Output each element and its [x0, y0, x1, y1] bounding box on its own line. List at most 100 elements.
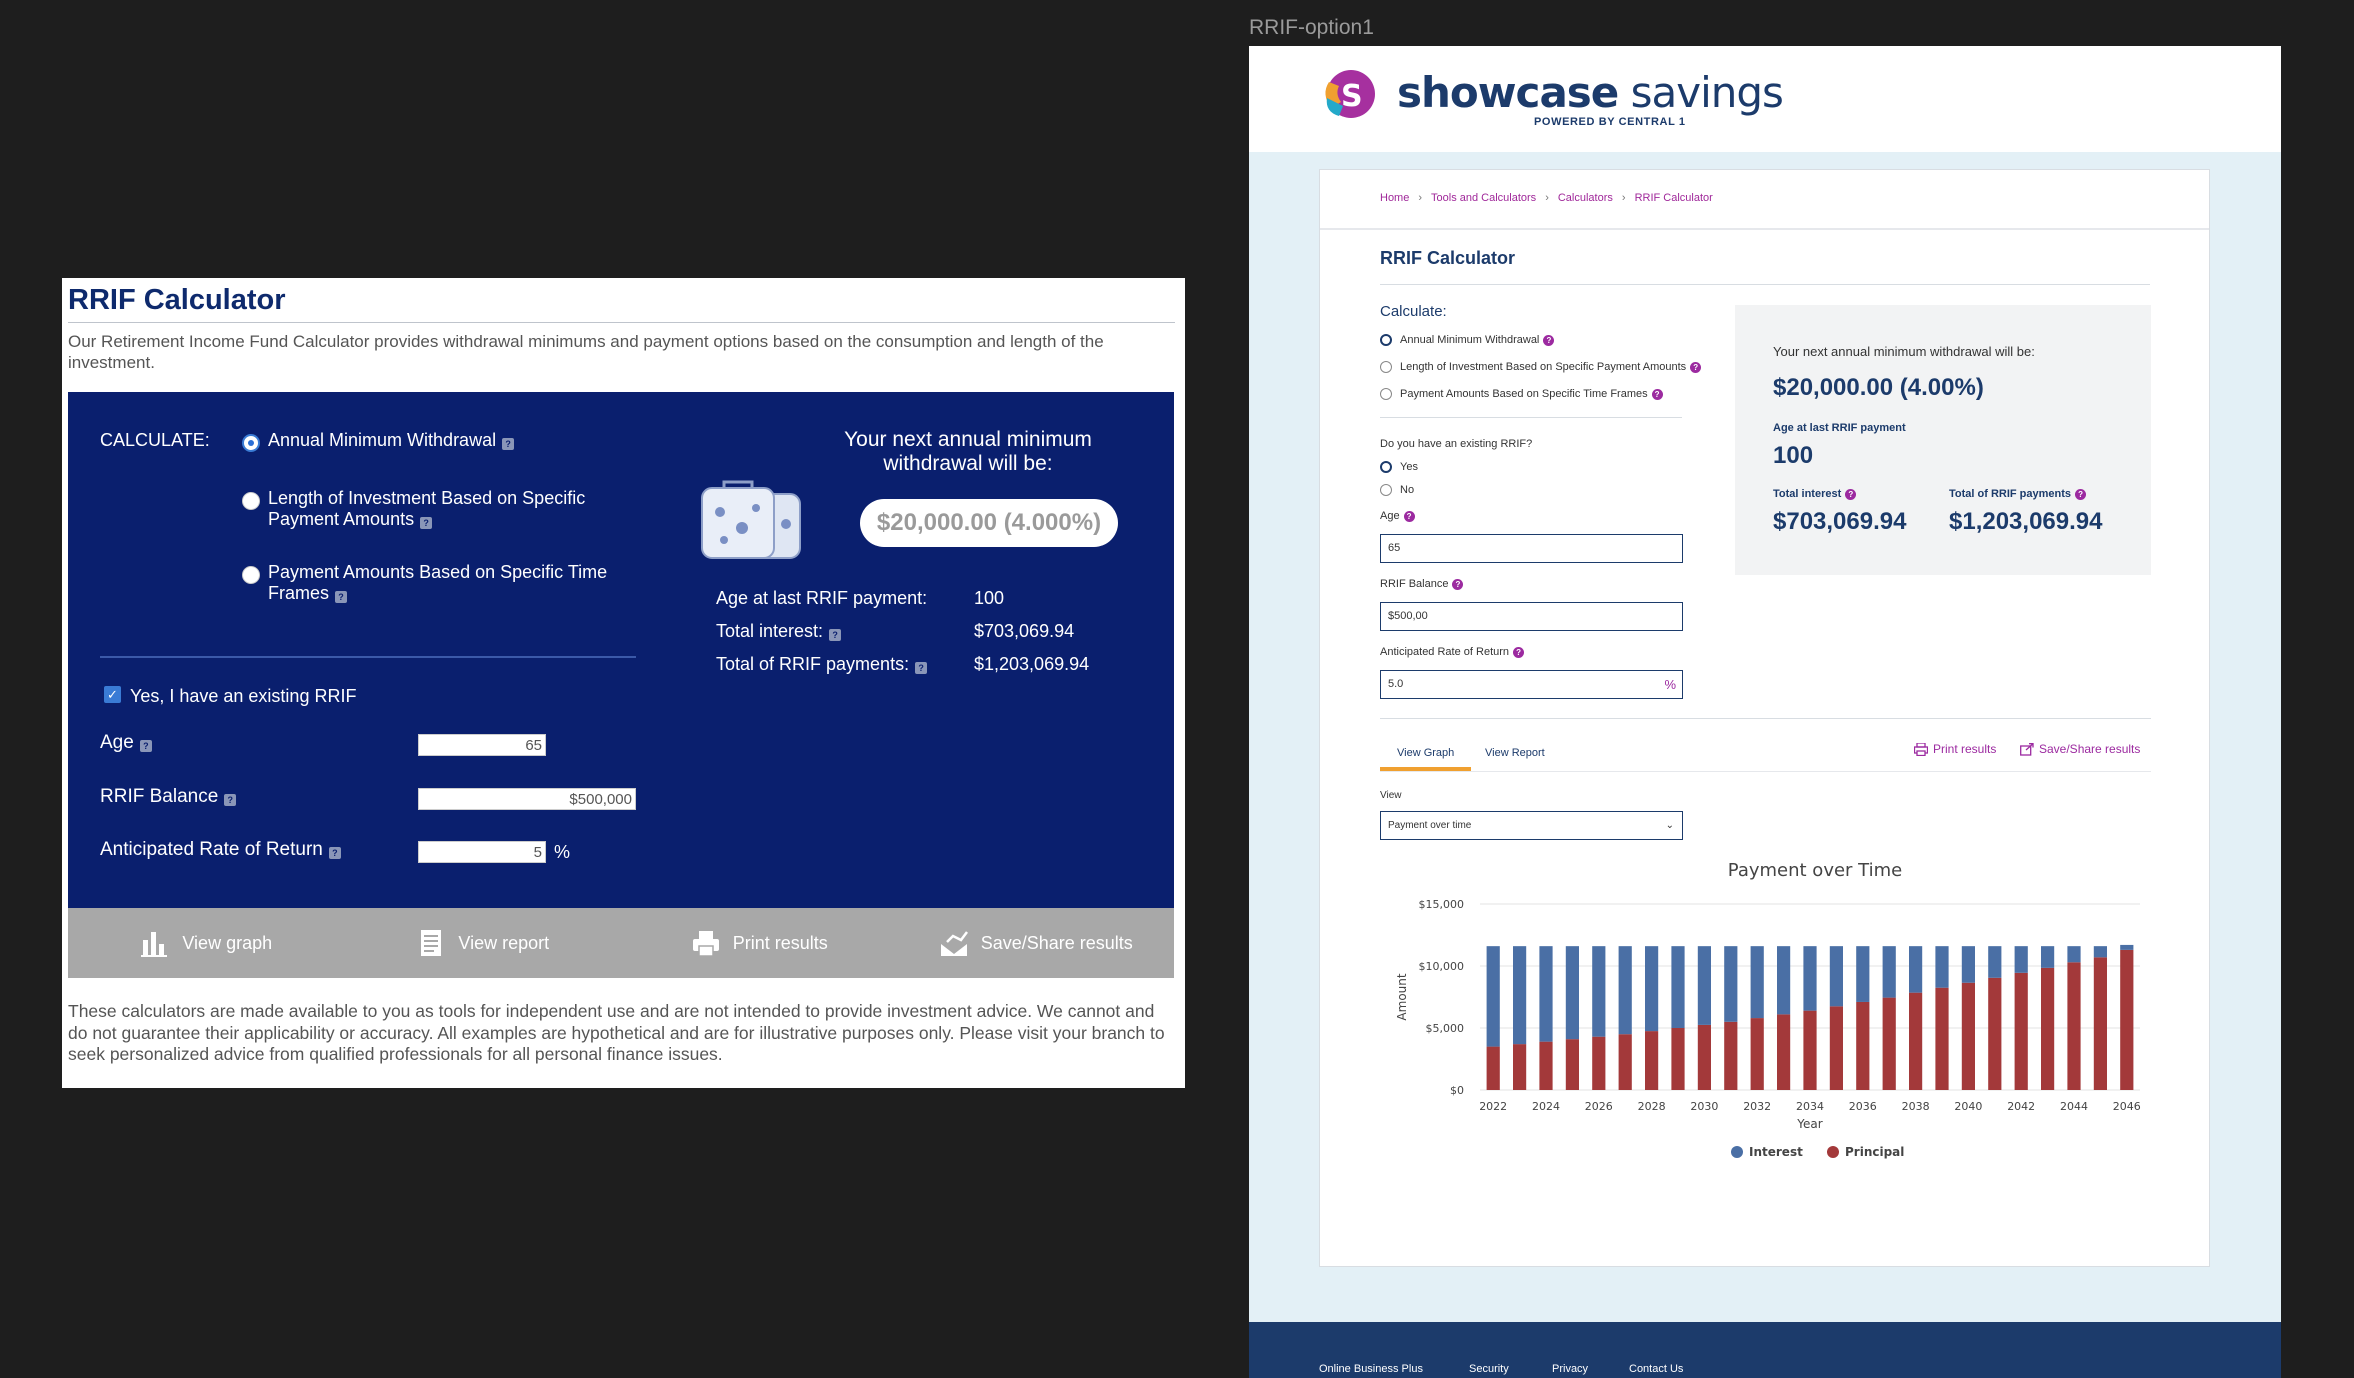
save-share-button[interactable]: Save/Share results [898, 928, 1175, 958]
result-panel: Your next annual minimum withdrawal will… [1735, 305, 2151, 575]
existing-rrif-checkbox[interactable]: ✓ [104, 686, 121, 703]
help-icon[interactable]: ? [1452, 579, 1464, 590]
help-icon[interactable]: ? [1690, 362, 1702, 373]
interest-bar [1961, 946, 1975, 983]
interest-bar [1935, 946, 1949, 988]
tab-view-graph[interactable]: View Graph [1397, 747, 1455, 759]
help-icon[interactable]: ? [829, 629, 842, 641]
footer-link-privacy[interactable]: Privacy [1552, 1363, 1589, 1375]
radio-annual-minimum[interactable] [1380, 334, 1392, 346]
rate-of-return-input[interactable]: 5.0% [1380, 670, 1683, 699]
option-payment-amounts[interactable]: Payment Amounts Based on Specific Time F… [1400, 388, 1663, 400]
stat-interest-value: $703,069.94 [974, 621, 1075, 641]
existing-yes-label[interactable]: Yes [1400, 461, 1418, 473]
view-graph-button[interactable]: View graph [68, 928, 345, 958]
help-icon[interactable]: ? [2075, 489, 2087, 500]
interest-bar [1777, 946, 1791, 1015]
help-icon[interactable]: ? [1513, 647, 1525, 658]
legacy-calculator-panel: CALCULATE: Annual Minimum Withdrawal? Le… [68, 392, 1174, 908]
x-tick-label: 2036 [1849, 1100, 1877, 1113]
principal-bar [1935, 987, 1949, 1090]
interest-bar [1724, 946, 1738, 1022]
principal-bar [1724, 1021, 1738, 1090]
y-tick-label: $5,000 [1426, 1022, 1465, 1035]
rate-of-return-input[interactable]: 5 [418, 841, 546, 863]
result-value: $20,000.00 (4.000%) [860, 499, 1118, 547]
interest-bar [2067, 946, 2081, 963]
help-icon[interactable]: ? [1845, 489, 1857, 500]
principal-bar [1882, 997, 1896, 1090]
footer-link-security[interactable]: Security [1469, 1363, 1509, 1375]
help-icon[interactable]: ? [1403, 511, 1415, 522]
breadcrumb: Home › Tools and Calculators › Calculators… [1380, 192, 1713, 204]
legend-swatch [1827, 1146, 1839, 1158]
radio-length-of-investment[interactable] [1380, 361, 1392, 373]
footer-link-contact[interactable]: Contact Us [1629, 1363, 1684, 1375]
legacy-title: RRIF Calculator [68, 284, 286, 316]
option-payment-amounts[interactable]: Payment Amounts Based on Specific Time F… [268, 562, 608, 603]
age-input[interactable]: 65 [418, 734, 546, 756]
rrif-balance-input[interactable]: $500,000 [418, 788, 636, 810]
radio-payment-amounts[interactable] [242, 566, 260, 584]
radio-annual-minimum[interactable] [242, 434, 260, 452]
legacy-disclaimer: These calculators are made available to … [68, 1001, 1165, 1064]
view-report-button[interactable]: View report [345, 928, 622, 958]
print-results-button[interactable]: Print results [621, 928, 898, 958]
x-tick-label: 2030 [1690, 1100, 1718, 1113]
x-tick-label: 2026 [1585, 1100, 1613, 1113]
rate-of-return-label: Anticipated Rate of Return? [100, 839, 341, 861]
principal-bar [1486, 1046, 1500, 1090]
option-length-of-investment[interactable]: Length of Investment Based on Specific P… [1400, 361, 1702, 373]
panel-divider [100, 656, 636, 658]
view-select[interactable]: Payment over time ⌄ [1380, 811, 1683, 840]
stat-total-value: $1,203,069.94 [974, 654, 1090, 674]
showcase-logo-icon[interactable]: S [1319, 68, 1375, 120]
interest-bar [1909, 946, 1923, 993]
help-icon[interactable]: ? [502, 438, 515, 450]
radio-existing-no[interactable] [1380, 484, 1392, 496]
help-icon[interactable]: ? [420, 517, 433, 529]
existing-rrif-question: Do you have an existing RRIF? [1380, 438, 1533, 450]
radio-existing-yes[interactable] [1380, 461, 1392, 473]
option-annual-minimum[interactable]: Annual Minimum Withdrawal? [1400, 334, 1555, 346]
age-input[interactable]: 65 [1380, 534, 1683, 563]
rrif-balance-input[interactable]: $500,00 [1380, 602, 1683, 631]
footer-link-online-business[interactable]: Online Business Plus [1319, 1363, 1423, 1375]
breadcrumb-current[interactable]: RRIF Calculator [1634, 192, 1713, 204]
legend-label: Principal [1845, 1145, 1904, 1159]
print-results-link[interactable]: Print results [1914, 742, 1996, 756]
help-icon[interactable]: ? [335, 591, 348, 603]
interest-bar [1513, 946, 1527, 1045]
tab-view-report[interactable]: View Report [1485, 747, 1545, 759]
help-icon[interactable]: ? [1543, 335, 1555, 346]
site-footer: Online Business Plus Security Privacy Co… [1249, 1322, 2281, 1378]
brand-name: showcase savings [1397, 68, 1784, 117]
interest-bar [1882, 946, 1896, 998]
breadcrumb-calculators[interactable]: Calculators [1557, 192, 1613, 204]
principal-bar [1829, 1006, 1843, 1090]
radio-payment-amounts[interactable] [1380, 388, 1392, 400]
option-length-of-investment[interactable]: Length of Investment Based on Specific P… [268, 488, 586, 529]
save-share-link[interactable]: Save/Share results [2020, 742, 2140, 756]
help-icon[interactable]: ? [224, 794, 237, 806]
radio-length-of-investment[interactable] [242, 492, 260, 510]
result-total-label: Total of RRIF payments? [1949, 488, 2087, 500]
option-annual-minimum[interactable]: Annual Minimum Withdrawal? [268, 430, 628, 451]
payment-over-time-chart: Payment over Time $0 $5,000 $10,000 $15,000 A… [1395, 860, 2141, 1159]
help-icon[interactable]: ? [1651, 389, 1663, 400]
breadcrumb-home[interactable]: Home [1380, 192, 1410, 204]
interest-bar [1671, 946, 1685, 1028]
help-icon[interactable]: ? [328, 847, 341, 859]
interest-bar [1645, 946, 1659, 1032]
breadcrumb-tools[interactable]: Tools and Calculators [1431, 192, 1537, 204]
help-icon[interactable]: ? [915, 662, 928, 674]
percent-unit: % [1664, 677, 1676, 692]
existing-no-label[interactable]: No [1400, 484, 1415, 496]
principal-bar [2067, 962, 2081, 1090]
interest-bar [1565, 946, 1579, 1040]
principal-bar [2014, 972, 2028, 1090]
help-icon[interactable]: ? [139, 740, 152, 752]
principal-bar [1697, 1024, 1711, 1090]
principal-bar [1777, 1014, 1791, 1090]
existing-rrif-label: Yes, I have an existing RRIF [130, 686, 357, 706]
